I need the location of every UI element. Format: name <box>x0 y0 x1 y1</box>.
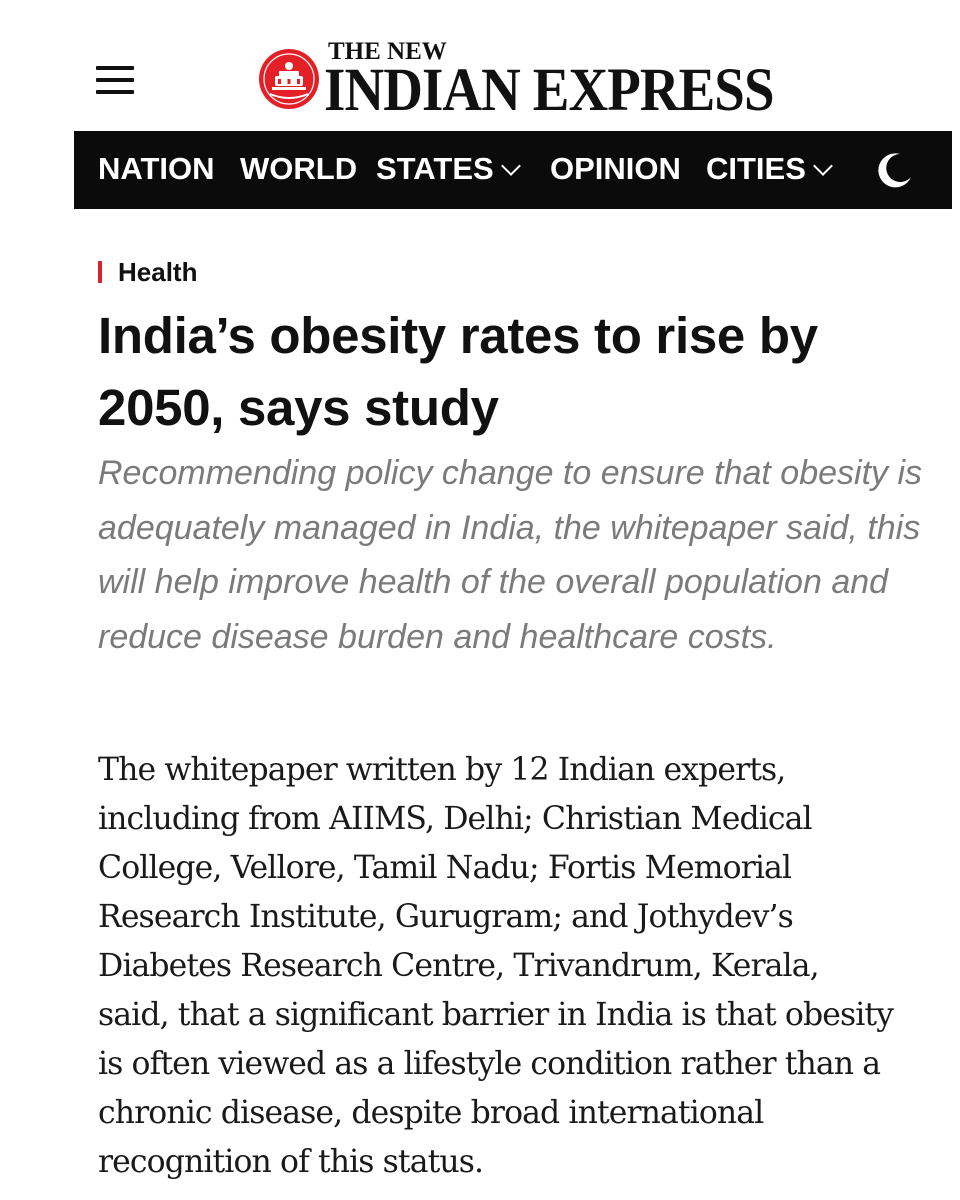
nav-item-states[interactable]: STATES <box>376 131 521 209</box>
logo-seal-icon <box>259 49 319 109</box>
nav-item-label: OPINION <box>550 151 681 186</box>
category-accent-bar <box>98 261 102 283</box>
site-header: THE NEW INDIAN EXPRESS <box>0 0 960 130</box>
nav-item-cities[interactable]: CITIES <box>706 131 833 209</box>
logo-main-text: INDIAN EXPRESS <box>324 57 774 124</box>
article-headline: India’s obesity rates to rise by 2050, s… <box>98 307 818 436</box>
article-subheadline: Recommending policy change to ensure tha… <box>98 454 923 656</box>
chevron-down-icon <box>500 156 521 176</box>
nav-item-world[interactable]: WORLD <box>240 131 357 209</box>
category-label: Health <box>118 256 198 287</box>
nav-item-label: WORLD <box>240 151 358 186</box>
nav-item-nation[interactable]: NATION <box>98 131 215 209</box>
nav-item-label: NATION <box>98 151 215 186</box>
article-body-paragraph: The whitepaper written by 12 Indian expe… <box>98 752 894 1180</box>
nav-item-opinion[interactable]: OPINION <box>550 131 681 209</box>
nav-item-label: STATES <box>376 151 494 186</box>
logo-top-text: THE NEW <box>328 38 447 65</box>
chevron-down-icon <box>813 156 833 176</box>
hamburger-menu-icon[interactable] <box>96 66 134 94</box>
moon-icon[interactable] <box>874 150 914 190</box>
nav-item-label: CITIES <box>706 151 806 186</box>
main-navbar: NATION WORLD STATES OPINION CITIES <box>74 131 952 209</box>
site-logo[interactable]: THE NEW INDIAN EXPRESS <box>258 38 798 124</box>
article-category[interactable]: Health <box>98 256 197 288</box>
